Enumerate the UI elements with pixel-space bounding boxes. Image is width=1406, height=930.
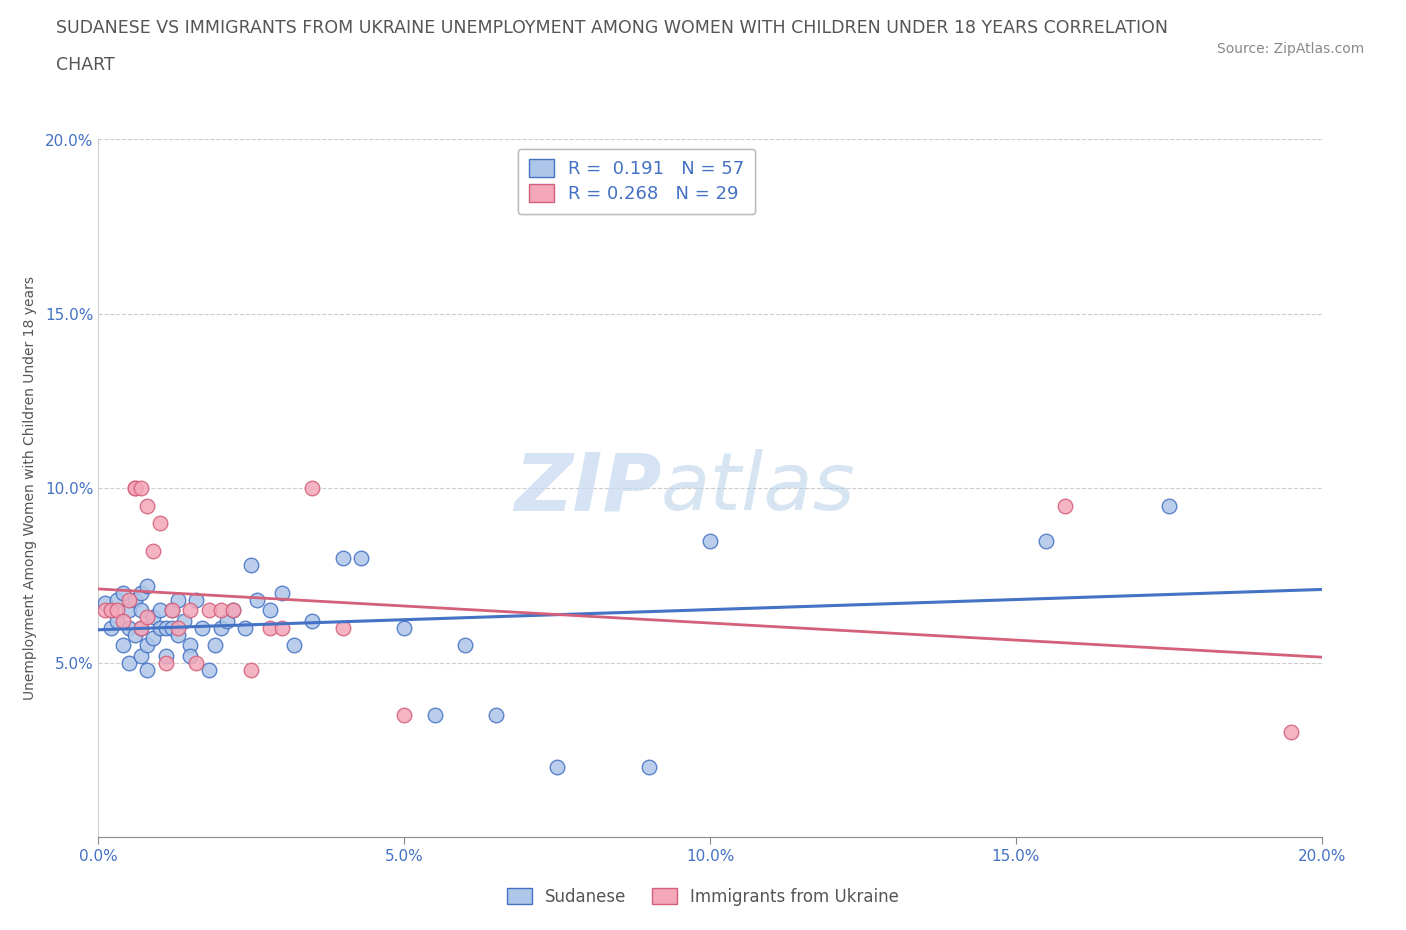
Point xyxy=(136,662,159,677)
Point xyxy=(142,610,165,625)
Point xyxy=(167,592,190,607)
Point xyxy=(149,515,172,530)
Point xyxy=(209,603,232,618)
Point xyxy=(1157,498,1180,513)
Point xyxy=(186,592,208,607)
Point xyxy=(637,760,661,775)
Point xyxy=(160,603,183,618)
Y-axis label: Unemployment Among Women with Children Under 18 years: Unemployment Among Women with Children U… xyxy=(22,276,37,700)
Point xyxy=(699,533,721,548)
Point xyxy=(1053,498,1076,513)
Point xyxy=(160,603,183,618)
Point xyxy=(233,620,256,635)
Point xyxy=(167,628,190,643)
Legend: R =  0.191   N = 57, R = 0.268   N = 29: R = 0.191 N = 57, R = 0.268 N = 29 xyxy=(517,149,755,214)
Point xyxy=(167,620,190,635)
Point xyxy=(129,620,152,635)
Point xyxy=(204,638,226,653)
Point xyxy=(423,708,446,723)
Point xyxy=(240,662,263,677)
Point xyxy=(259,603,281,618)
Point xyxy=(105,614,128,629)
Point xyxy=(173,614,195,629)
Point xyxy=(179,638,201,653)
Point xyxy=(93,603,115,618)
Point xyxy=(111,638,134,653)
Point xyxy=(246,592,269,607)
Text: Source: ZipAtlas.com: Source: ZipAtlas.com xyxy=(1216,42,1364,56)
Point xyxy=(155,655,177,670)
Point xyxy=(124,628,146,643)
Point xyxy=(160,620,183,635)
Point xyxy=(129,603,152,618)
Text: ZIP: ZIP xyxy=(513,449,661,527)
Point xyxy=(454,638,477,653)
Point xyxy=(270,620,292,635)
Point xyxy=(129,586,152,601)
Point xyxy=(149,603,172,618)
Text: atlas: atlas xyxy=(661,449,856,527)
Text: CHART: CHART xyxy=(56,56,115,73)
Point xyxy=(136,578,159,593)
Point xyxy=(118,655,141,670)
Point xyxy=(155,620,177,635)
Point xyxy=(142,543,165,558)
Point xyxy=(485,708,508,723)
Point xyxy=(197,603,219,618)
Point xyxy=(105,592,128,607)
Point xyxy=(392,620,416,635)
Point xyxy=(1279,725,1302,740)
Point xyxy=(259,620,281,635)
Point xyxy=(136,638,159,653)
Point xyxy=(111,614,134,629)
Point xyxy=(124,592,146,607)
Point xyxy=(111,586,134,601)
Point xyxy=(186,655,208,670)
Point xyxy=(350,551,373,565)
Point xyxy=(283,638,305,653)
Point xyxy=(215,614,238,629)
Legend: Sudanese, Immigrants from Ukraine: Sudanese, Immigrants from Ukraine xyxy=(501,881,905,912)
Point xyxy=(301,614,323,629)
Point xyxy=(179,648,201,663)
Point xyxy=(332,551,354,565)
Point xyxy=(191,620,214,635)
Point xyxy=(124,481,146,496)
Point xyxy=(124,481,146,496)
Point xyxy=(209,620,232,635)
Point xyxy=(179,603,201,618)
Point xyxy=(100,620,122,635)
Point xyxy=(129,481,152,496)
Point xyxy=(197,662,219,677)
Point xyxy=(93,596,115,611)
Point xyxy=(1035,533,1057,548)
Point xyxy=(546,760,568,775)
Point xyxy=(222,603,245,618)
Text: SUDANESE VS IMMIGRANTS FROM UKRAINE UNEMPLOYMENT AMONG WOMEN WITH CHILDREN UNDER: SUDANESE VS IMMIGRANTS FROM UKRAINE UNEM… xyxy=(56,19,1168,36)
Point xyxy=(118,592,141,607)
Point xyxy=(240,558,263,573)
Point xyxy=(129,648,152,663)
Point xyxy=(142,631,165,645)
Point xyxy=(392,708,416,723)
Point xyxy=(129,620,152,635)
Point xyxy=(222,603,245,618)
Point xyxy=(270,586,292,601)
Point xyxy=(155,648,177,663)
Point xyxy=(105,603,128,618)
Point xyxy=(136,610,159,625)
Point xyxy=(100,603,122,618)
Point xyxy=(149,620,172,635)
Point xyxy=(118,620,141,635)
Point xyxy=(301,481,323,496)
Point xyxy=(118,603,141,618)
Point xyxy=(136,498,159,513)
Point xyxy=(100,603,122,618)
Point xyxy=(332,620,354,635)
